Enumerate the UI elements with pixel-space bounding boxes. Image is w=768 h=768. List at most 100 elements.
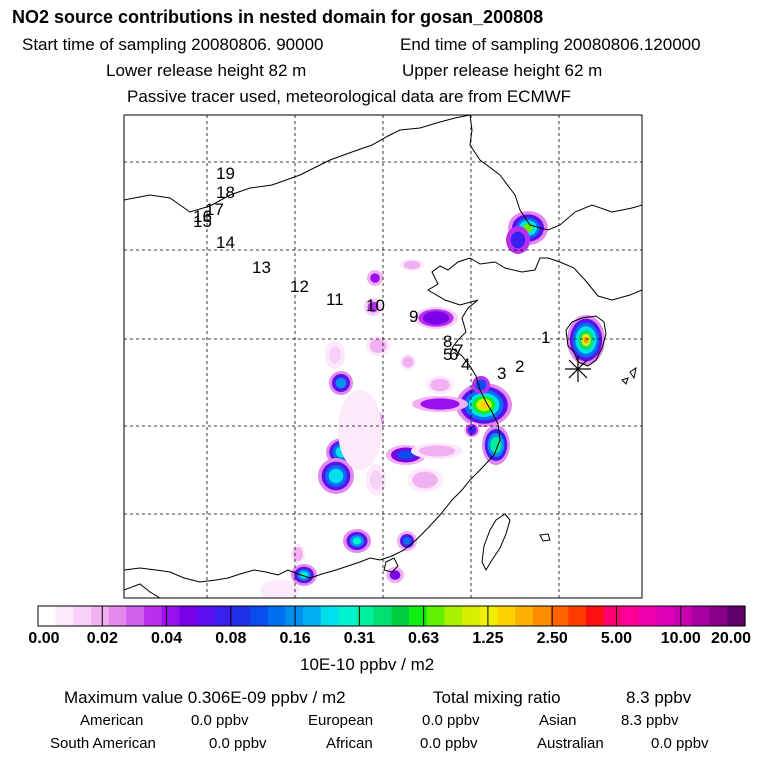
trajectory-label: 12 bbox=[290, 277, 309, 296]
colorbar-swatch bbox=[444, 606, 463, 626]
upper-release-label: Upper release height 62 m bbox=[402, 61, 603, 80]
total-mixing-value: 8.3 ppbv bbox=[626, 688, 692, 707]
plume-contour bbox=[403, 260, 421, 270]
region-name: African bbox=[326, 735, 373, 752]
colorbar-tick-label: 0.02 bbox=[86, 630, 118, 647]
colorbar-border bbox=[37, 605, 746, 627]
colorbar-swatch bbox=[550, 606, 569, 626]
colorbar-tick-label: 0.63 bbox=[408, 630, 440, 647]
coastlines bbox=[124, 115, 642, 598]
region-value: 0.0 ppbv bbox=[191, 712, 249, 729]
colorbar-swatch bbox=[638, 606, 658, 626]
map-frame bbox=[123, 114, 643, 599]
colorbar-tick-label: 1.25 bbox=[472, 630, 504, 647]
colorbar-tick-label: 0.16 bbox=[279, 630, 311, 647]
colorbar-units: 10E-10 ppbv / m2 bbox=[300, 655, 435, 674]
colorbar-tick-label: 0.00 bbox=[28, 630, 60, 647]
colorbar-swatch bbox=[568, 606, 587, 626]
colorbar-tick-label: 0.08 bbox=[215, 630, 247, 647]
colorbar-swatch bbox=[497, 606, 516, 626]
colorbar-swatch bbox=[709, 606, 728, 626]
plume-contour bbox=[367, 301, 379, 313]
colorbar-swatch bbox=[232, 606, 251, 626]
plume-contour bbox=[329, 346, 341, 364]
trajectory-label: 13 bbox=[252, 258, 271, 277]
plume-contour bbox=[260, 580, 300, 598]
region-value: 0.0 ppbv bbox=[422, 712, 480, 729]
region-value: 0.0 ppbv bbox=[420, 735, 478, 752]
max-value-label: Maximum value 0.306E-09 ppbv / m2 bbox=[64, 688, 346, 707]
colorbar-swatch bbox=[409, 606, 428, 626]
region-name: European bbox=[308, 712, 374, 729]
colorbar-swatch bbox=[603, 606, 622, 626]
plume-contour bbox=[293, 547, 303, 561]
asterisk-icon bbox=[565, 356, 591, 382]
colorbar-tick-label: 2.50 bbox=[536, 630, 568, 647]
trajectory-label: 14 bbox=[216, 233, 235, 252]
plume-contour bbox=[583, 337, 589, 343]
trajectory-label: 5 bbox=[443, 345, 452, 364]
colorbar-swatch bbox=[303, 606, 322, 626]
colorbar-swatch bbox=[656, 606, 675, 626]
trajectory-label: 4 bbox=[461, 355, 470, 374]
plume-contour bbox=[412, 471, 438, 489]
trajectory-label: 8 bbox=[443, 332, 452, 351]
graticule bbox=[124, 115, 642, 598]
plume-contour bbox=[370, 273, 380, 283]
trajectory-label: 7 bbox=[454, 341, 463, 360]
colorbar-swatch bbox=[73, 606, 92, 626]
colorbar-tick-label: 10.00 bbox=[660, 630, 701, 647]
colorbar-tick-label: 0.31 bbox=[343, 630, 375, 647]
plume-contour bbox=[403, 537, 411, 545]
plume-contour bbox=[422, 311, 450, 325]
region-name: Asian bbox=[539, 712, 577, 729]
colorbar-swatch bbox=[532, 606, 552, 626]
colorbar bbox=[37, 605, 746, 627]
plume-contour bbox=[369, 339, 387, 353]
plume-contour bbox=[397, 450, 415, 460]
colorbar-swatch bbox=[479, 606, 499, 626]
colorbar-swatch bbox=[426, 606, 446, 626]
colorbar-swatch bbox=[621, 606, 640, 626]
plume-contour bbox=[370, 470, 382, 490]
colorbar-swatch bbox=[144, 606, 163, 626]
trajectory-label: 19 bbox=[216, 164, 235, 183]
total-mixing-label: Total mixing ratio bbox=[433, 688, 561, 707]
colorbar-swatch bbox=[285, 606, 304, 626]
colorbar-swatch bbox=[55, 606, 74, 626]
colorbar-tick-label: 0.04 bbox=[150, 630, 183, 647]
plume-contour bbox=[389, 570, 401, 580]
plume-contour bbox=[468, 426, 476, 434]
end-time-label: End time of sampling 20080806.120000 bbox=[400, 35, 701, 54]
plume-contour bbox=[352, 537, 362, 545]
region-value: 0.0 ppbv bbox=[651, 735, 709, 752]
colorbar-swatch bbox=[391, 606, 410, 626]
trajectory-label: 16 bbox=[193, 207, 212, 226]
region-value: 0.0 ppbv bbox=[209, 735, 267, 752]
trajectory-label: 9 bbox=[409, 307, 418, 326]
colorbar-swatch bbox=[356, 606, 375, 626]
region-value: 8.3 ppbv bbox=[621, 712, 679, 729]
colorbar-tick-label: 5.00 bbox=[600, 630, 633, 647]
colorbar-swatch bbox=[126, 606, 145, 626]
colorbar-swatch bbox=[585, 606, 605, 626]
trajectory-label: 6 bbox=[449, 345, 458, 364]
trajectory-label: 18 bbox=[216, 183, 235, 202]
plume-contour bbox=[420, 398, 460, 410]
region-name: Australian bbox=[537, 735, 604, 752]
start-time-label: Start time of sampling 20080806. 90000 bbox=[22, 35, 324, 54]
colorbar-swatch bbox=[38, 606, 57, 626]
colorbar-swatch bbox=[727, 606, 746, 626]
trajectory-label: 10 bbox=[366, 296, 385, 315]
plume-contour bbox=[430, 378, 450, 392]
trajectory-label: 3 bbox=[497, 364, 506, 383]
colorbar-swatch bbox=[373, 606, 393, 626]
plume-contour bbox=[338, 390, 382, 470]
colorbar-swatch bbox=[267, 606, 287, 626]
plume-contour bbox=[335, 377, 347, 389]
colorbar-swatch bbox=[197, 606, 216, 626]
colorbar-swatch bbox=[338, 606, 357, 626]
plume-contour bbox=[510, 231, 526, 249]
concentration-field bbox=[260, 211, 605, 598]
